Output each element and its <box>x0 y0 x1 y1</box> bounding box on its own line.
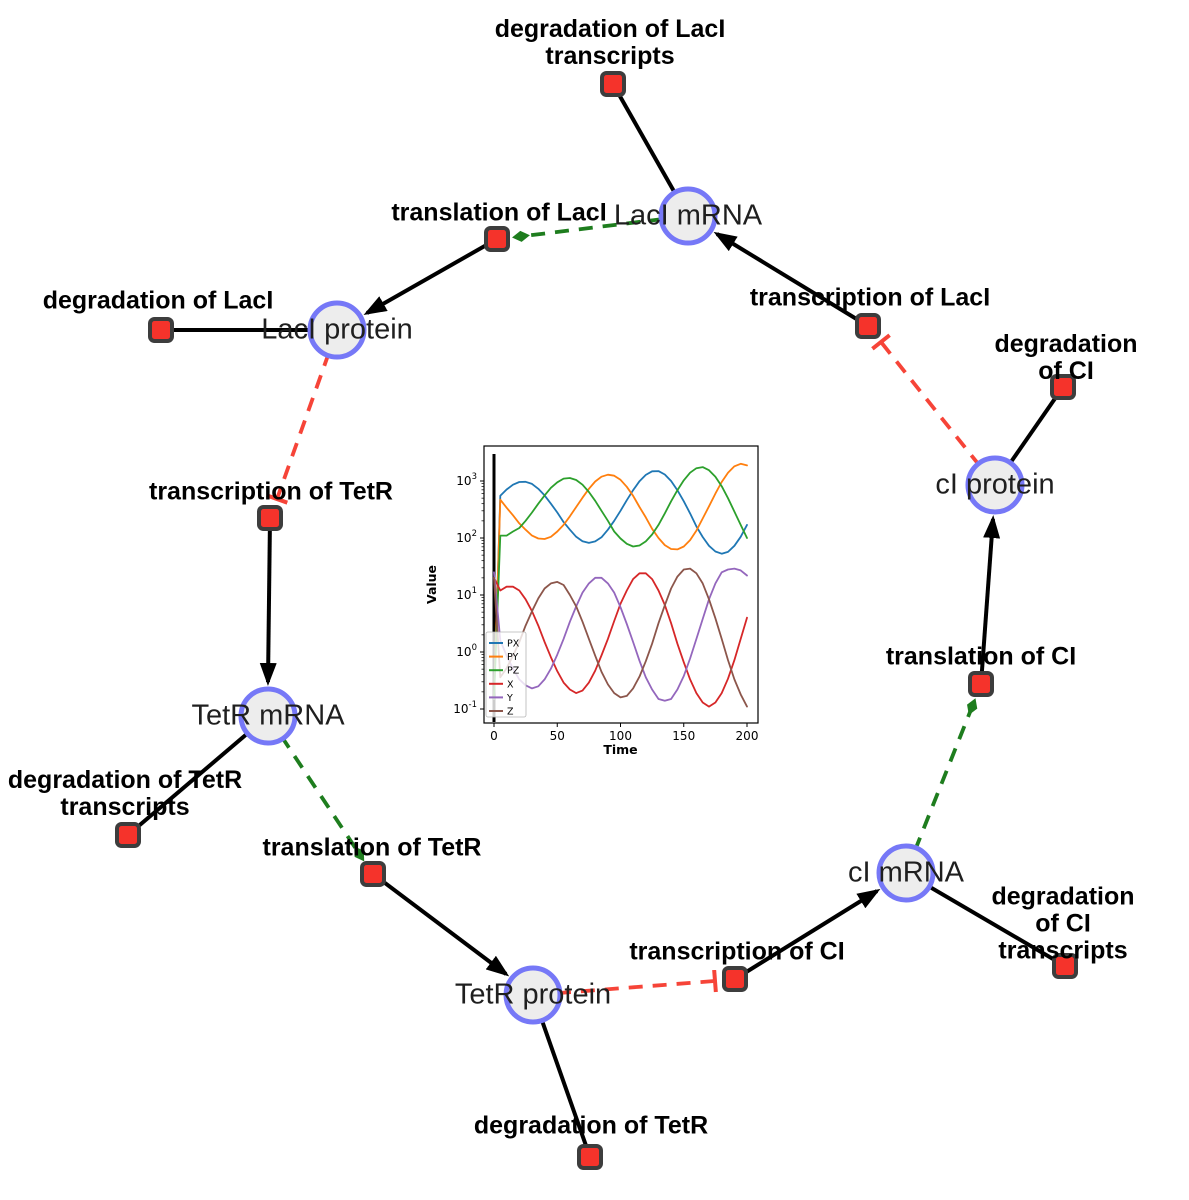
species-node-ci-mrna[interactable] <box>876 843 936 903</box>
species-node-laci-mrna[interactable] <box>658 186 718 246</box>
y-tick-label: 102 <box>456 529 477 545</box>
reaction-node-transcription-tetr[interactable] <box>257 505 283 531</box>
series-Z <box>493 567 748 708</box>
edge-laciprotein-inhibits-transcription-tetr <box>265 329 339 505</box>
reaction-node-translation-ci[interactable] <box>968 671 994 697</box>
inset-plot: 0 50 100 150 200 10-1 100 101 102 103 Time Value PX P… <box>424 445 759 757</box>
x-tick-label: 0 <box>490 729 498 743</box>
edge-cimrna-modifies-translation-ci <box>904 698 978 874</box>
reaction-node-degradation-tetr-transcripts[interactable] <box>115 822 141 848</box>
legend-label-PZ: PZ <box>507 666 520 677</box>
legend-label-Z: Z <box>507 707 514 718</box>
y-tick-label: 101 <box>456 586 477 602</box>
x-tick-label: 200 <box>736 729 759 743</box>
reaction-node-translation-laci[interactable] <box>484 226 510 252</box>
reaction-node-degradation-tetr[interactable] <box>577 1144 603 1170</box>
reaction-node-transcription-ci[interactable] <box>722 966 748 992</box>
legend-label-PY: PY <box>507 652 519 663</box>
series-Y <box>493 567 748 702</box>
x-axis-label: Time <box>603 742 637 757</box>
reaction-node-degradation-laci[interactable] <box>148 317 174 343</box>
species-node-laci-protein[interactable] <box>307 300 367 360</box>
series-PZ <box>493 466 748 700</box>
reaction-node-degradation-laci-transcripts[interactable] <box>600 71 626 97</box>
species-node-tetr-mrna[interactable] <box>238 686 298 746</box>
edge-cimrna-to-deg-ci-transcripts <box>904 871 1067 968</box>
legend-box <box>485 631 527 718</box>
edge-translation-tetr-to-tetrprotein <box>371 872 510 977</box>
x-tick-label: 150 <box>672 729 695 743</box>
edge-translation-ci-to-ciprotein <box>979 515 1001 685</box>
y-tick-label: 10-1 <box>453 700 477 716</box>
reaction-node-translation-tetr[interactable] <box>360 861 386 887</box>
legend-label-PX: PX <box>507 639 520 650</box>
x-tick-label: 100 <box>609 729 632 743</box>
legend-label-X: X <box>507 679 514 690</box>
series-X <box>493 572 748 708</box>
reaction-node-degradation-ci[interactable] <box>1050 374 1076 400</box>
y-axis-label: Value <box>424 565 439 604</box>
edge-tetrmrna-to-deg-tetr-transcripts <box>126 714 270 837</box>
legend-label-Y: Y <box>506 693 513 704</box>
edge-transcription-tetr-to-tetrmrna <box>259 517 277 686</box>
reaction-node-degradation-ci-transcripts[interactable] <box>1052 953 1078 979</box>
edge-transcription-laci-to-lacimrna <box>713 231 870 328</box>
nodes-layer <box>115 71 1078 1170</box>
edge-transcription-ci-to-cimrna <box>733 888 881 981</box>
series-PX <box>493 470 748 700</box>
y-tick-label: 103 <box>456 472 477 488</box>
series-PY <box>493 462 748 700</box>
species-node-tetr-protein[interactable] <box>503 965 563 1025</box>
edges-layer <box>126 83 1067 1158</box>
reaction-node-transcription-laci[interactable] <box>855 313 881 339</box>
species-node-ci-protein[interactable] <box>965 455 1025 515</box>
edge-translation-laci-to-laciprotein <box>363 237 498 315</box>
x-tick-label: 50 <box>550 729 565 743</box>
edge-tetrprotein-inhibits-transcription-ci <box>532 969 718 997</box>
y-tick-label: 100 <box>456 643 477 659</box>
edge-ciprotein-inhibits-transcription-laci <box>871 333 997 487</box>
